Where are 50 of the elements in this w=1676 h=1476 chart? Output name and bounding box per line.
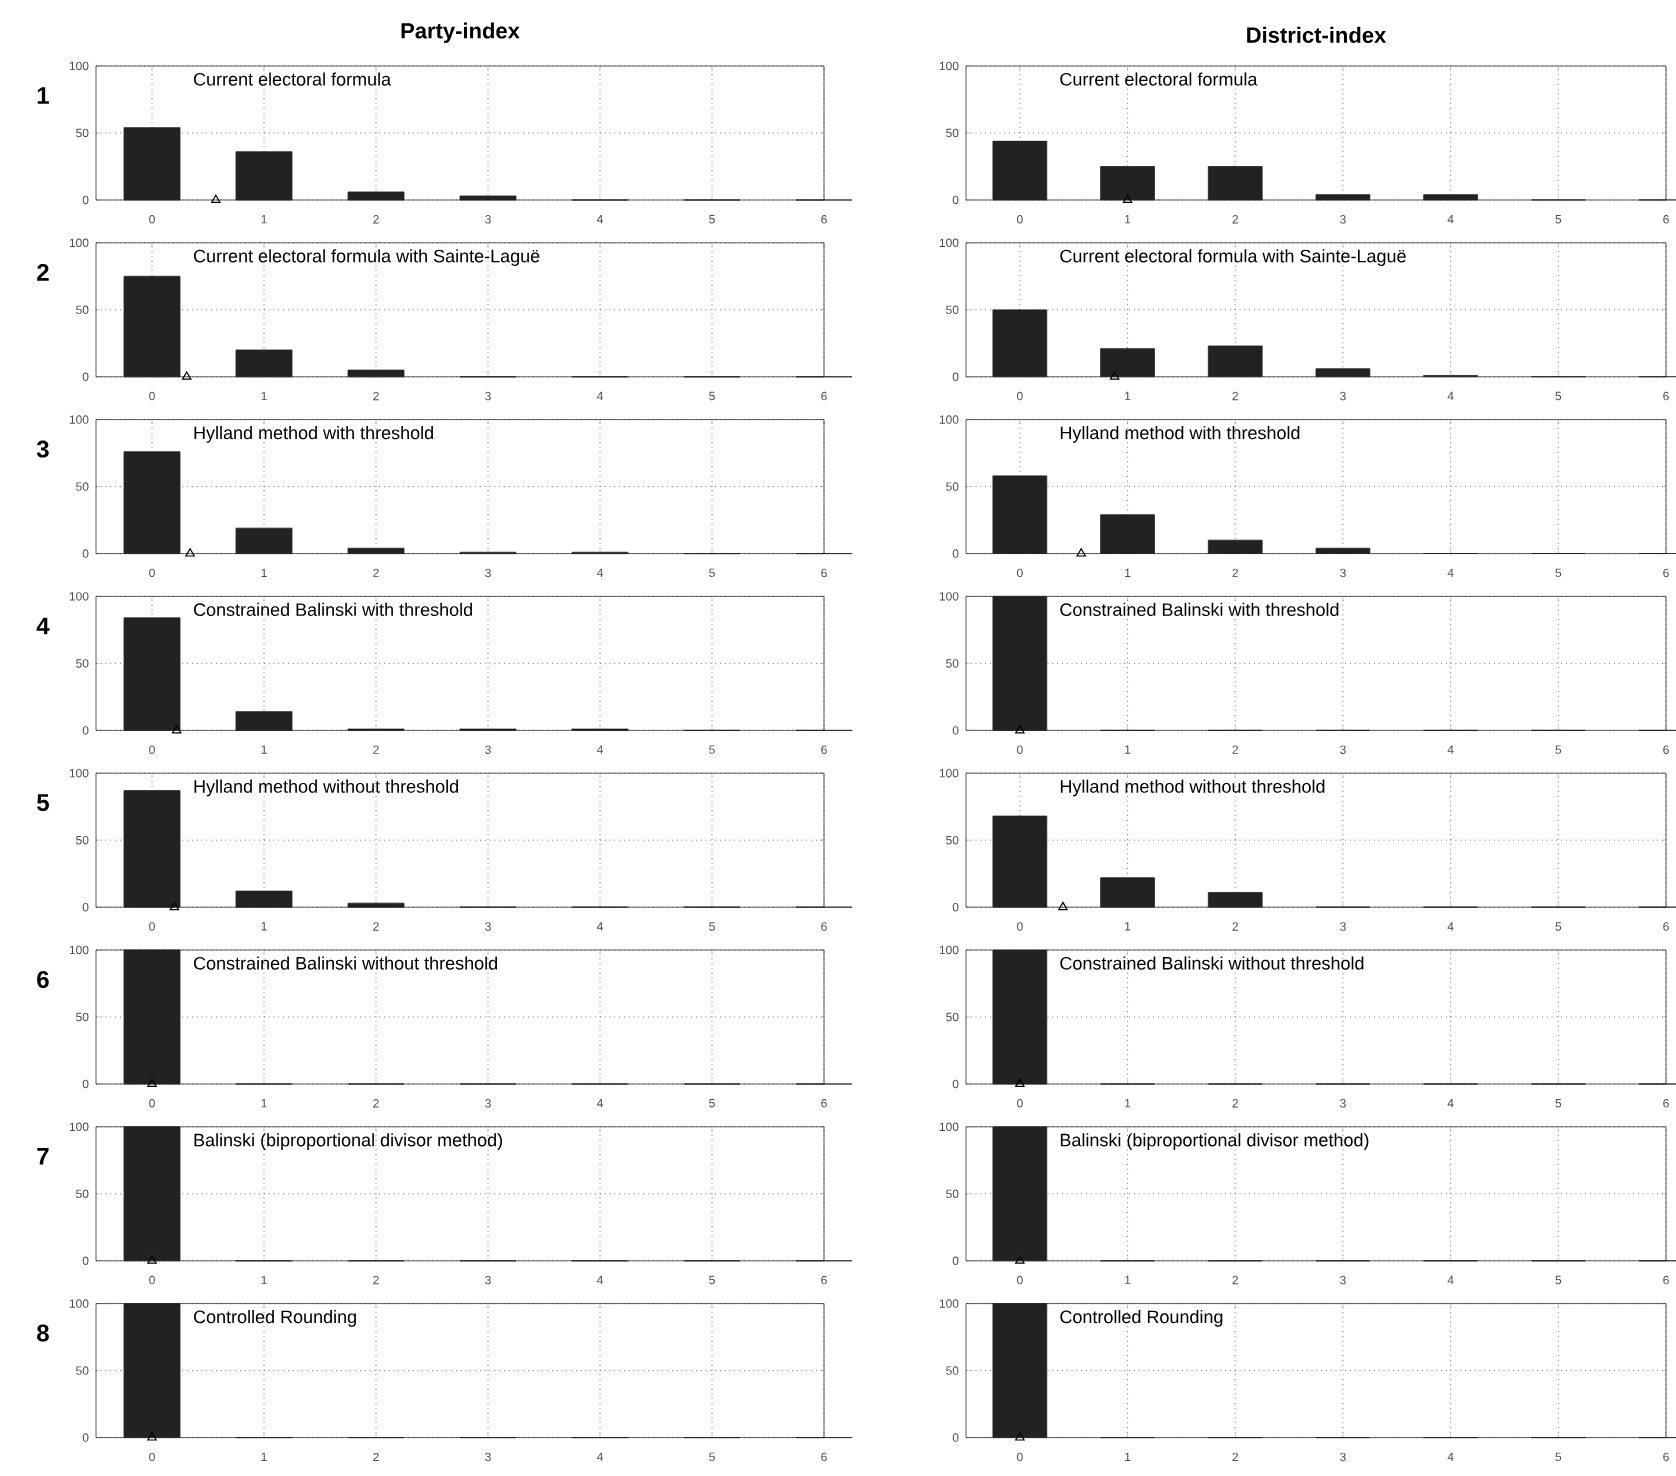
bar [1315, 194, 1371, 201]
bar [347, 369, 405, 378]
bar [1207, 345, 1263, 378]
bar [1100, 348, 1155, 378]
text: 1 [37, 87, 49, 104]
text: 3 [36, 440, 49, 458]
chart-subtitle: Hylland method with threshold [194, 426, 433, 443]
chart-subtitle: Current electoral formula with Sainte-Laguë [1060, 249, 1406, 266]
bar [1100, 166, 1155, 201]
chart-subtitle: Constrained Balinski without threshold [1060, 956, 1364, 970]
chart-subtitle: Controlled Rounding [193, 1310, 356, 1327]
chart-subtitle: Balinski (biproportional divisor method) [194, 1133, 503, 1150]
text: 6 [37, 970, 49, 988]
bar [123, 451, 181, 554]
bar [1315, 368, 1371, 378]
bar [1423, 194, 1478, 201]
bar [123, 275, 181, 378]
chart-subtitle: Hylland method with threshold [1060, 426, 1300, 443]
bar [123, 617, 181, 731]
bar [123, 127, 181, 201]
bar [235, 711, 293, 731]
chart-subtitle: Hylland method without threshold [194, 779, 458, 797]
bar [235, 349, 293, 378]
bar [347, 902, 405, 908]
bar [347, 547, 405, 554]
bar [347, 191, 405, 201]
chart-subtitle: Current electoral formula [1060, 72, 1258, 86]
chart-title: District-index [1247, 26, 1387, 43]
bar [235, 890, 293, 908]
chart-subtitle: Balinski (biproportional divisor method) [1060, 1133, 1369, 1150]
text: 7 [37, 1148, 49, 1165]
bar [235, 151, 293, 201]
chart-subtitle: Current electoral formula [193, 72, 392, 86]
bar [1207, 166, 1263, 201]
chart-subtitle: Hylland method without threshold [1060, 779, 1325, 797]
text: 2 [37, 263, 49, 281]
chart-subtitle: Constrained Balinski without threshold [193, 956, 497, 970]
text: 8 [37, 1324, 49, 1342]
bar [992, 309, 1048, 378]
bar [459, 195, 517, 201]
chart-subtitle: Constrained Balinski with threshold [1060, 602, 1339, 617]
bar [123, 790, 181, 908]
chart-title: Party-index [401, 22, 520, 43]
text: 5 [37, 794, 49, 812]
bar [992, 140, 1048, 201]
text: 4 [36, 617, 50, 635]
chart-subtitle: Controlled Rounding [1060, 1310, 1223, 1327]
chart-subtitle: Current electoral formula with Sainte-Laguë [193, 249, 540, 266]
bar [235, 527, 293, 554]
chart-subtitle: Constrained Balinski with threshold [193, 602, 472, 617]
